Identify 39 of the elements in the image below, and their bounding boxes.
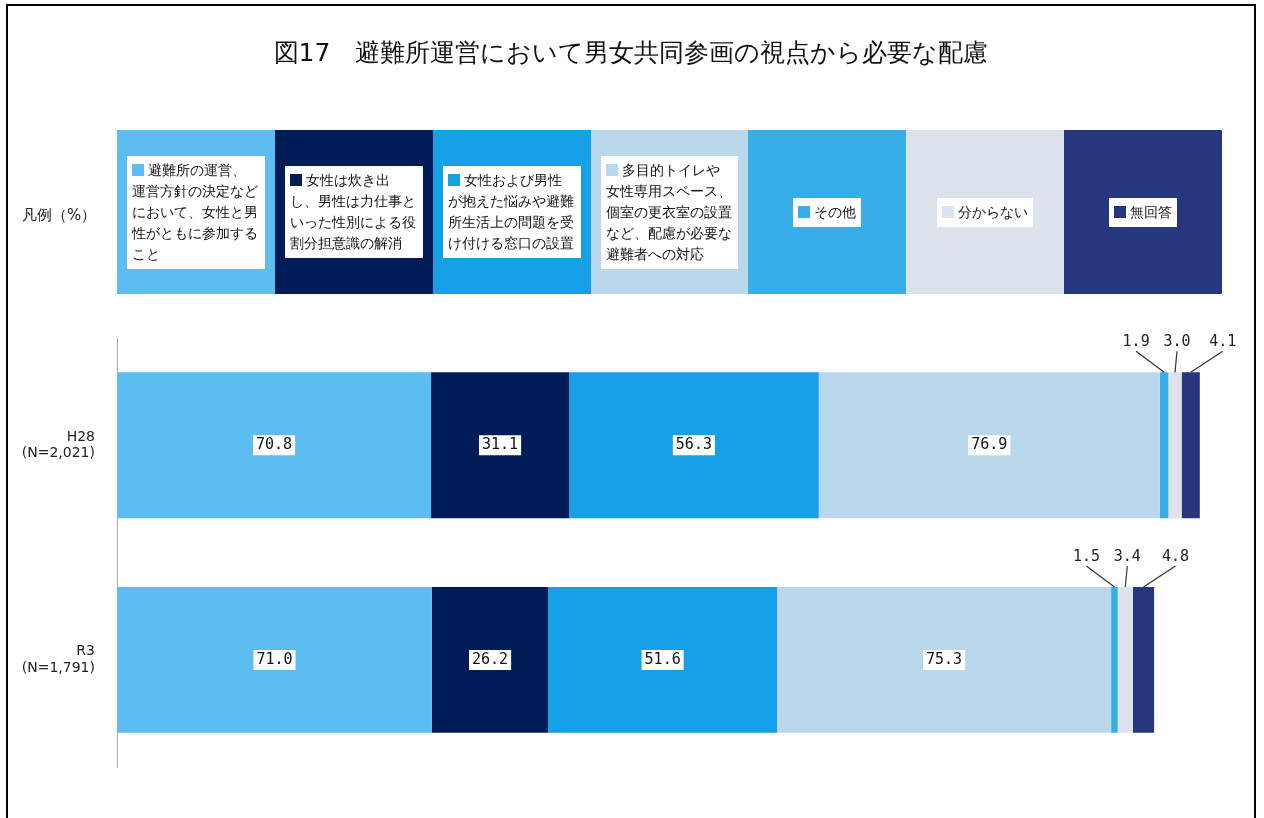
data-label: 31.1 (481, 435, 519, 454)
bar (569, 372, 819, 519)
bar (117, 586, 432, 733)
data-label: 26.2 (472, 649, 509, 668)
data-label: 75.3 (926, 649, 963, 668)
bar (1117, 586, 1133, 733)
data-label: 4.8 (1161, 546, 1190, 565)
bar (1181, 372, 1200, 519)
legend-label: 女性および男性が抱えた悩みや避難所生活上の問題を受け付ける窓口の設置 (447, 172, 574, 251)
legend-label: 避難所の運営、運営方針の決定などにおいて、女性と男性がともに参加すること (132, 161, 258, 262)
data-label: 1.5 (1072, 546, 1100, 565)
bar (1168, 372, 1182, 519)
data-label: 3.0 (1163, 332, 1191, 351)
y-tick-label: H28 (N=2,021) (21, 427, 95, 461)
legend-label: 無回答 (1130, 203, 1173, 220)
bar (431, 372, 570, 519)
bar (1159, 372, 1169, 519)
data-label: 76.9 (971, 435, 1008, 454)
data-label: 56.3 (675, 435, 712, 454)
data-label: 4.1 (1209, 332, 1237, 351)
bar (1132, 586, 1155, 733)
data-label: 71.0 (256, 649, 293, 668)
y-tick-label: R3 (N=1,791) (21, 642, 95, 675)
data-label: 51.6 (644, 649, 681, 668)
data-label: 1.9 (1122, 332, 1150, 351)
legend-label: その他 (814, 203, 857, 220)
bar (1111, 586, 1118, 733)
legend-label: 女性は炊き出し、男性は力仕事といった性別による役割分担意識の解消 (289, 172, 416, 251)
data-label: 3.4 (1113, 546, 1141, 565)
legend-label: 多目的トイレや女性専用スペース、個室の更衣室の設置など、配慮が必要な避難者への対応 (605, 161, 732, 262)
chart-title: 図17 避難所運営において男女共同参画の視点から必要な配慮 (272, 37, 990, 69)
legend-label: 分からない (958, 203, 1029, 220)
bar (777, 586, 1112, 733)
data-label: 70.8 (255, 435, 293, 454)
bar (117, 372, 432, 519)
bar (818, 372, 1160, 519)
legend-title: 凡例（%） (22, 206, 97, 225)
bar (431, 586, 549, 733)
bar (548, 586, 778, 733)
